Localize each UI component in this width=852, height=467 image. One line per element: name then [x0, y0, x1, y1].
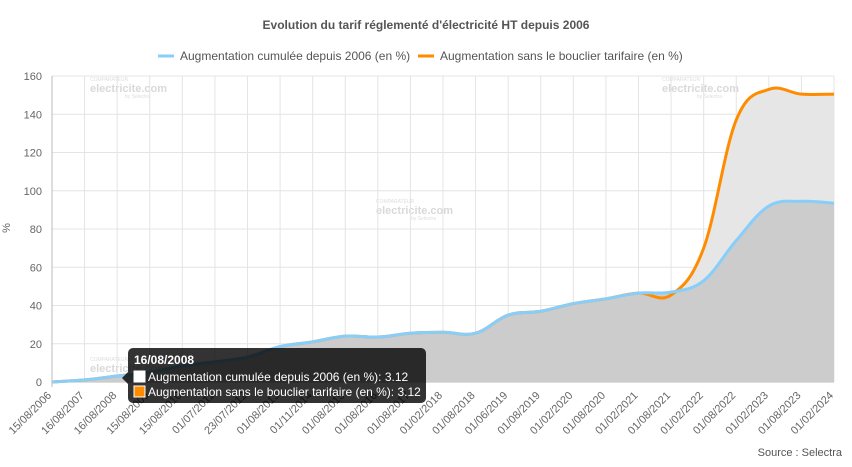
chart-title: Evolution du tarif réglementé d'électric… — [263, 18, 590, 32]
tooltip-caret — [122, 372, 128, 384]
source-text: Source : Selectra — [758, 447, 843, 459]
tooltip-line-0: Augmentation cumulée depuis 2006 (en %):… — [148, 370, 408, 384]
y-tick-label: 140 — [24, 109, 42, 121]
y-axis-ticks: 0 20 40 60 80 100 120 140 160 — [24, 71, 42, 389]
watermark-brand: electricite.com — [662, 83, 739, 95]
watermark-brand: electricite.com — [376, 205, 453, 217]
watermark-tagline: COMPARATEUR — [90, 77, 129, 83]
tooltip-title: 16/08/2008 — [134, 353, 194, 367]
legend: Augmentation cumulée depuis 2006 (en %) A… — [158, 49, 683, 63]
y-tick-label: 80 — [30, 224, 42, 236]
y-axis-label: % — [1, 223, 13, 233]
tooltip-swatch-1 — [133, 385, 146, 398]
y-tick-label: 160 — [24, 71, 42, 83]
tooltip-swatch-0 — [133, 370, 146, 383]
tooltip: 16/08/2008 Augmentation cumulée depuis 20… — [122, 348, 426, 403]
watermark-sub: by Selectra — [125, 94, 150, 100]
watermark-tagline: COMPARATEUR — [90, 357, 129, 363]
area-fills — [52, 88, 834, 382]
legend-label-1: Augmentation sans le bouclier tarifaire … — [440, 49, 683, 63]
y-tick-label: 40 — [30, 301, 42, 313]
y-tick-label: 60 — [30, 262, 42, 274]
y-tick-label: 20 — [30, 339, 42, 351]
tooltip-line-1: Augmentation sans le bouclier tarifaire … — [148, 385, 421, 399]
watermark-brand: electricite.com — [90, 83, 167, 95]
watermark-tagline: COMPARATEUR — [662, 77, 701, 83]
watermark-sub: by Selectra — [697, 94, 722, 100]
watermark-sub: by Selectra — [411, 216, 436, 222]
y-tick-label: 0 — [36, 377, 42, 389]
y-tick-label: 100 — [24, 186, 42, 198]
tooltip-box — [128, 348, 426, 403]
area-series-0 — [52, 201, 834, 382]
y-tick-label: 120 — [24, 148, 42, 160]
legend-label-0: Augmentation cumulée depuis 2006 (en %) — [180, 49, 410, 63]
watermark-tagline: COMPARATEUR — [376, 199, 415, 205]
